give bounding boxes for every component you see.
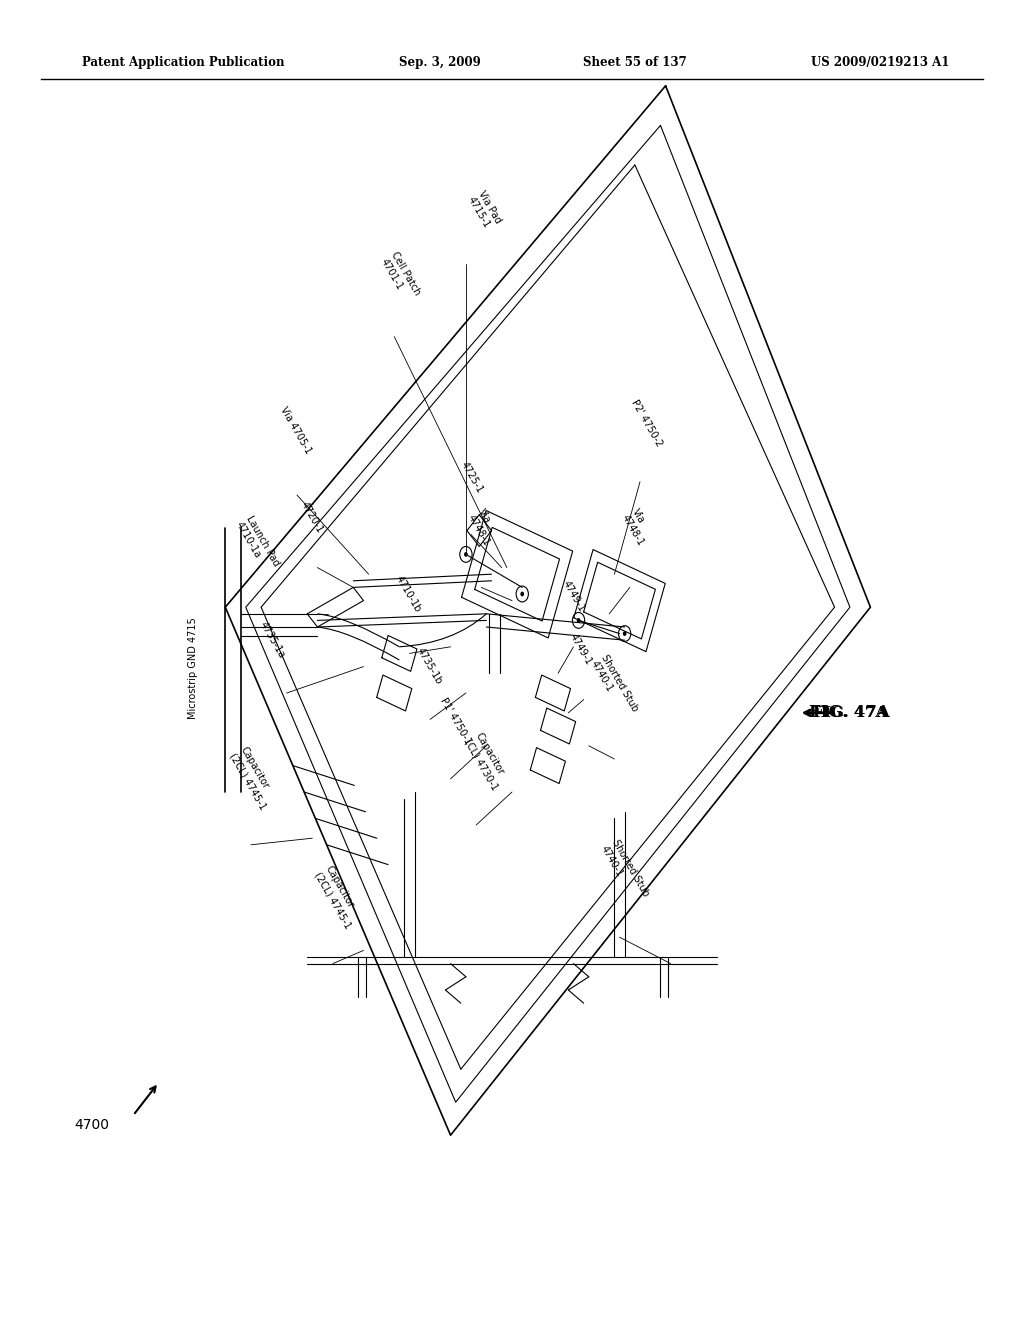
Text: Via
4748-1: Via 4748-1 [620, 507, 656, 548]
Text: Cell Patch
4701-1: Cell Patch 4701-1 [379, 251, 423, 304]
Text: 4735-1a: 4735-1a [258, 620, 287, 660]
Text: Sep. 3, 2009: Sep. 3, 2009 [399, 55, 481, 69]
Text: Capacitor
(CL) 4730-1: Capacitor (CL) 4730-1 [463, 731, 511, 792]
Text: Capacitor
(2CL) 4745-1: Capacitor (2CL) 4745-1 [227, 746, 279, 812]
Text: Via
4748-1: Via 4748-1 [466, 507, 503, 548]
Text: FIG. 47A: FIG. 47A [810, 705, 890, 721]
Circle shape [623, 631, 627, 636]
Text: Capacitor
(2CL) 4745-1: Capacitor (2CL) 4745-1 [312, 865, 364, 931]
Text: Launch Pad
4710-1a: Launch Pad 4710-1a [233, 513, 282, 574]
Text: Shorted Stub
4740-1: Shorted Stub 4740-1 [589, 653, 640, 719]
Circle shape [577, 618, 581, 623]
Text: 4700: 4700 [75, 1118, 110, 1131]
Text: 4720-1: 4720-1 [299, 500, 325, 535]
Circle shape [520, 591, 524, 597]
Text: Shorted Stub
4740-1: Shorted Stub 4740-1 [599, 838, 650, 904]
Text: US 2009/0219213 A1: US 2009/0219213 A1 [811, 55, 950, 69]
Text: P1' 4750-1: P1' 4750-1 [438, 696, 473, 746]
Text: Sheet 55 of 137: Sheet 55 of 137 [583, 55, 687, 69]
Text: 4710-1b: 4710-1b [394, 574, 423, 614]
Text: Patent Application Publication: Patent Application Publication [82, 55, 285, 69]
Text: FIG. 47A: FIG. 47A [813, 706, 887, 719]
Text: Microstrip GND 4715: Microstrip GND 4715 [187, 618, 198, 719]
Text: 4725-1: 4725-1 [459, 461, 484, 495]
Text: Via Pad
4715-1: Via Pad 4715-1 [466, 189, 504, 231]
Text: 4749-1: 4749-1 [561, 579, 587, 614]
Text: 4749-1: 4749-1 [568, 632, 594, 667]
Text: P2' 4750-2: P2' 4750-2 [630, 399, 665, 449]
Text: Via 4705-1: Via 4705-1 [279, 405, 313, 455]
Circle shape [464, 552, 468, 557]
Text: 4735-1b: 4735-1b [415, 647, 443, 686]
